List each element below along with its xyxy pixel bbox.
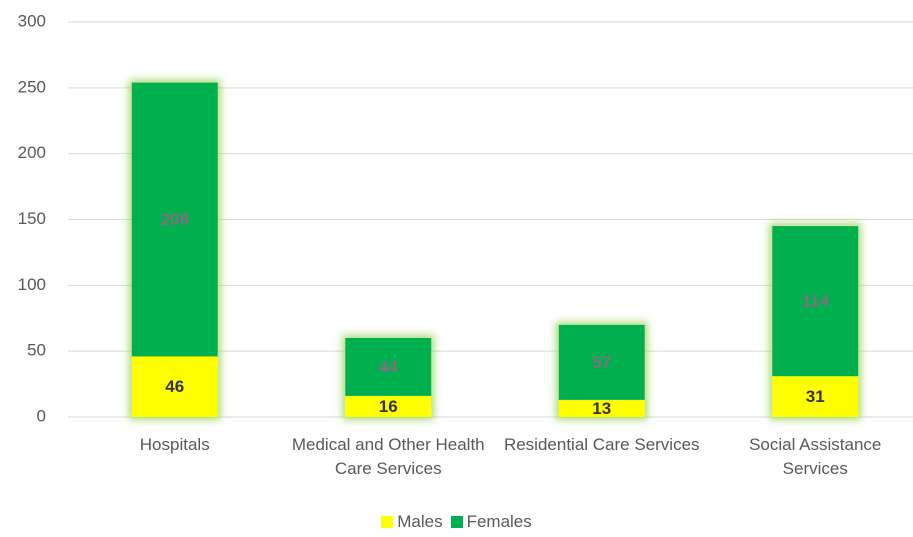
bar-segment (772, 376, 859, 417)
bar-segment (131, 82, 218, 357)
bar-segment (772, 226, 859, 377)
legend-label: Males (397, 512, 443, 531)
x-tick-label: Residential Care Services (503, 435, 700, 454)
legend-label: Females (466, 512, 532, 531)
y-tick-label: 200 (18, 143, 46, 162)
data-label: 16 (379, 397, 398, 416)
bar-segment (558, 399, 645, 417)
bar-segment (345, 338, 432, 396)
legend-item: Females (450, 512, 532, 532)
legend-item: Males (381, 512, 443, 532)
legend-swatch (381, 516, 394, 528)
legend-swatch (450, 516, 463, 528)
bar-segment (131, 356, 218, 417)
y-tick-label: 50 (27, 341, 46, 360)
y-tick-label: 0 (37, 406, 46, 425)
bar-segment (558, 324, 645, 400)
x-tick-label: Medical and Other Health Care Services (291, 435, 485, 478)
bar-stack (558, 324, 645, 417)
y-tick-label: 150 (18, 209, 46, 228)
data-label: 46 (165, 377, 184, 396)
data-label: 208 (161, 210, 189, 229)
data-label: 13 (592, 399, 611, 418)
data-label: 114 (802, 292, 830, 311)
data-label: 57 (592, 353, 611, 372)
legend: Males Females (0, 512, 913, 532)
bar-stack (345, 338, 432, 417)
bar-stack (131, 82, 218, 417)
x-tick-label: Social Assistance Services (749, 435, 882, 478)
y-tick-label: 250 (18, 77, 46, 96)
data-label: 44 (379, 357, 398, 376)
data-label: 31 (806, 387, 825, 406)
bar-segment (345, 395, 432, 417)
y-tick-label: 100 (18, 275, 46, 294)
y-tick-label: 300 (18, 11, 46, 30)
x-tick-label: Hospitals (139, 435, 210, 454)
bar-stack (772, 226, 859, 417)
